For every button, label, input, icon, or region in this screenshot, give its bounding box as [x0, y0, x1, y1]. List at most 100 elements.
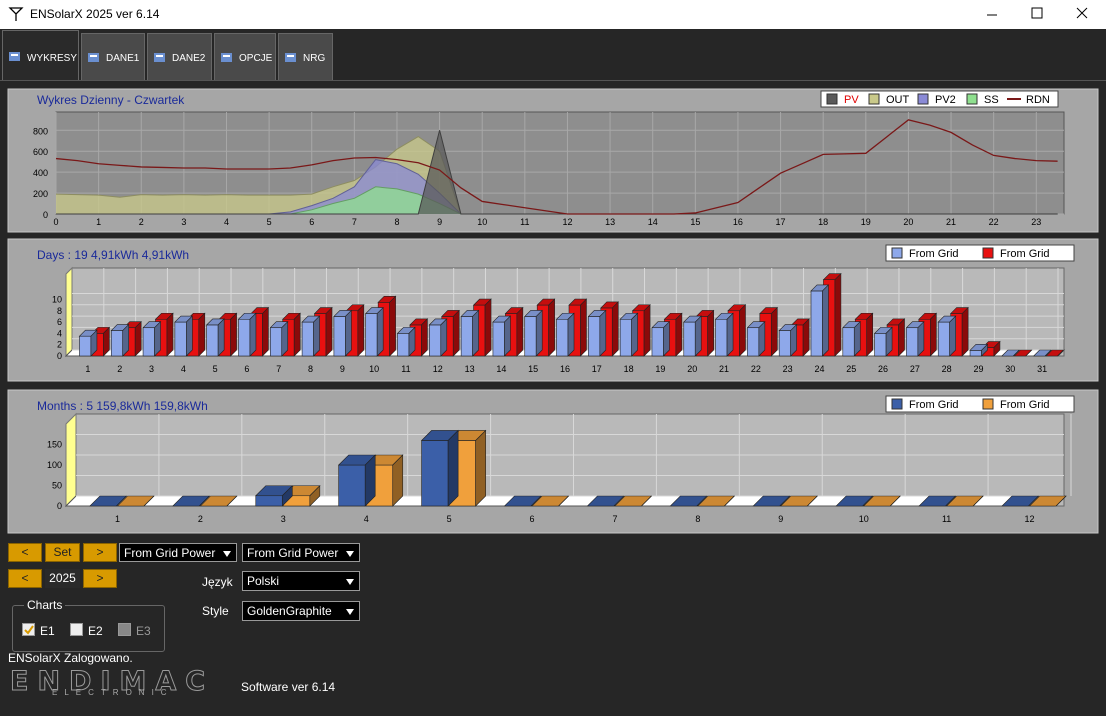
x-tick-label: 22: [989, 217, 999, 227]
bar-side: [993, 340, 1001, 357]
bar: [697, 495, 736, 507]
bar: [587, 309, 607, 357]
bar-front: [79, 335, 92, 357]
bar-side: [694, 315, 702, 357]
bar: [1028, 495, 1067, 507]
bar-front: [365, 313, 378, 357]
tab-divider: [0, 80, 1106, 81]
x-tick-label: 8: [394, 217, 399, 227]
legend-label: From Grid: [1000, 248, 1050, 260]
bar: [759, 306, 779, 357]
tab[interactable]: WYKRESY: [2, 30, 79, 80]
bar: [873, 326, 893, 357]
bar-side: [558, 495, 569, 507]
bar-side: [663, 320, 670, 357]
bar-side: [739, 304, 746, 357]
x-tick-label: 9: [340, 364, 345, 374]
bar: [428, 318, 448, 357]
area-outline: [56, 130, 1058, 215]
prev-button[interactable]: <: [8, 543, 42, 562]
year-prev-button[interactable]: <: [8, 569, 42, 588]
series-select[interactable]: From Grid Power: [242, 543, 360, 562]
bar-side: [376, 306, 384, 357]
bar-front: [142, 327, 155, 357]
tab[interactable]: NRG: [278, 33, 333, 80]
bar-side: [516, 306, 524, 357]
legend-box: [885, 244, 1075, 262]
bar-side: [345, 309, 352, 357]
bar-side: [580, 298, 587, 357]
bar-side: [1044, 349, 1052, 357]
set-button[interactable]: Set: [45, 543, 80, 562]
legend-label: SS: [984, 94, 999, 106]
tab[interactable]: OPCJE: [214, 33, 276, 80]
status-text: ENSolarX Zalogowano.: [8, 651, 133, 665]
bar: [396, 326, 416, 357]
checkbox[interactable]: [22, 623, 35, 636]
bar-side: [199, 495, 210, 507]
bar-side: [325, 306, 333, 357]
title-bar: ENSolarX 2025 ver 6.14: [0, 0, 1106, 29]
y-tick-label: 800: [33, 126, 48, 136]
y-tick-label: 0: [43, 210, 48, 220]
bar-side: [116, 495, 127, 507]
bar: [937, 315, 957, 357]
checkbox[interactable]: [70, 623, 83, 636]
bar-side: [475, 429, 486, 507]
next-button[interactable]: >: [83, 543, 117, 562]
series-select[interactable]: From Grid Power: [119, 543, 237, 562]
bar: [727, 304, 747, 357]
x-tick-label: 19: [861, 217, 871, 227]
x-tick-label: 29: [973, 364, 983, 374]
bar-side: [641, 495, 652, 507]
x-tick-label: 7: [276, 364, 281, 374]
bar: [89, 495, 128, 507]
x-tick-label: 2: [139, 217, 144, 227]
bar-side: [472, 309, 479, 357]
bar-side: [90, 329, 98, 357]
bar: [333, 309, 353, 357]
legend-swatch: [982, 247, 994, 259]
bar-side: [853, 320, 861, 357]
tab[interactable]: DANE2: [147, 33, 212, 80]
back-wall: [65, 412, 77, 508]
year-next-button[interactable]: >: [83, 569, 117, 588]
bar: [345, 304, 365, 357]
bar-side: [807, 495, 818, 507]
bar: [174, 315, 194, 357]
x-tick-label: 19: [655, 364, 665, 374]
bar: [218, 312, 238, 357]
chart-title: Months : 5 159,8kWh 159,8kWh: [37, 399, 208, 413]
bar-front: [683, 321, 696, 357]
bar-side: [707, 309, 714, 357]
x-tick-label: 24: [814, 364, 824, 374]
bar: [237, 312, 257, 357]
bar-front: [937, 321, 950, 357]
bar: [918, 312, 938, 357]
bar: [568, 298, 588, 357]
bar-side: [1057, 349, 1064, 357]
bar: [945, 495, 984, 507]
style-select[interactable]: GoldenGraphite: [242, 601, 360, 621]
bar: [586, 495, 625, 507]
bar-side: [613, 495, 625, 507]
x-tick-label: 14: [496, 364, 506, 374]
legend-swatch: [982, 398, 994, 410]
charts-group-title: Charts: [24, 598, 66, 612]
window-buttons[interactable]: [975, 0, 1106, 29]
x-tick-label: 4: [364, 514, 369, 524]
software-version: Software ver 6.14: [241, 680, 336, 694]
x-tick-label: 9: [778, 514, 783, 524]
bar-front: [301, 321, 314, 357]
language-select[interactable]: Polski: [242, 571, 360, 591]
y-tick-label: 50: [52, 481, 62, 491]
tab[interactable]: DANE1: [81, 33, 145, 80]
bar: [269, 320, 289, 357]
bar-side: [408, 326, 416, 357]
x-tick-label: 5: [267, 217, 272, 227]
bar-front: [747, 327, 760, 357]
bar-side: [866, 312, 874, 357]
bar-side: [293, 312, 301, 357]
bar-side: [186, 315, 193, 357]
